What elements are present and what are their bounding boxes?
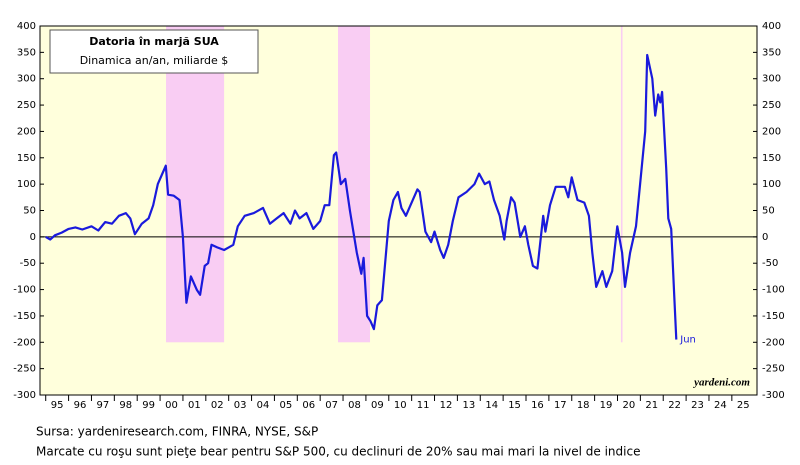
plot-frame (39, 25, 758, 396)
x-tick-label: 21 (645, 400, 658, 411)
y-tick-label: 300 (17, 74, 36, 85)
x-tick-label: 11 (417, 400, 430, 411)
y-tick-label: -150 (13, 311, 36, 322)
y-tick-label: 0 (30, 232, 36, 243)
y2-tick-label: 0 (762, 232, 768, 243)
y-tick-label: 100 (17, 179, 36, 190)
x-tick-label: 09 (371, 400, 384, 411)
y-tick-label: 400 (17, 21, 36, 32)
x-tick-label: 03 (234, 400, 247, 411)
x-tick-label: 22 (668, 400, 681, 411)
chart-title: Datoria în marjă SUA (89, 35, 219, 48)
y-tick-label: -250 (13, 364, 36, 375)
x-tick-label: 07 (325, 400, 338, 411)
x-tick-label: 24 (714, 400, 727, 411)
bear-note: Marcate cu roşu sunt pieţe bear pentru S… (36, 445, 640, 459)
watermark: yardeni.com (692, 377, 750, 389)
y2-tick-label: -50 (762, 258, 778, 269)
y2-tick-label: -150 (762, 311, 785, 322)
x-tick-label: 98 (119, 400, 132, 411)
y-tick-label: 200 (17, 126, 36, 137)
y2-tick-label: 50 (762, 206, 775, 217)
end-annotation: Jun (679, 335, 696, 346)
y-tick-label: 350 (17, 47, 36, 58)
y-tick-label: -200 (13, 337, 36, 348)
y2-tick-label: -100 (762, 285, 785, 296)
x-tick-label: 10 (394, 400, 407, 411)
x-tick-label: 15 (508, 400, 521, 411)
x-tick-label: 00 (165, 400, 178, 411)
x-tick-label: 17 (554, 400, 567, 411)
x-tick-label: 04 (257, 400, 270, 411)
x-tick-label: 06 (302, 400, 315, 411)
y2-tick-label: 400 (762, 21, 781, 32)
data-line (45, 53, 678, 340)
y2-tick-label: 350 (762, 47, 781, 58)
x-tick-label: 97 (97, 400, 110, 411)
x-tick-label: 20 (623, 400, 636, 411)
y-tick-label: 250 (17, 100, 36, 111)
x-tick-label: 13 (462, 400, 475, 411)
x-tick-label: 19 (600, 400, 613, 411)
x-tick-label: 18 (577, 400, 590, 411)
bear-market (620, 26, 623, 343)
title-box (49, 29, 259, 74)
x-tick-label: 96 (74, 400, 87, 411)
y2-tick-label: 250 (762, 100, 781, 111)
x-tick-label: 16 (531, 400, 544, 411)
x-tick-label: 95 (51, 400, 64, 411)
x-tick-label: 12 (440, 400, 453, 411)
chart-subtitle: Dinamica an/an, miliarde $ (80, 54, 229, 67)
source-note: Sursa: yardeniresearch.com, FINRA, NYSE,… (36, 425, 318, 439)
y-tick-label: -50 (20, 258, 36, 269)
y2-tick-label: -200 (762, 337, 785, 348)
y-tick-label: -100 (13, 285, 36, 296)
x-tick-label: 25 (737, 400, 750, 411)
x-tick-label: 14 (485, 400, 498, 411)
bear-market (166, 26, 225, 343)
y2-tick-label: -300 (762, 390, 785, 401)
x-tick-label: 05 (279, 400, 292, 411)
x-tick-label: 08 (348, 400, 361, 411)
x-tick-label: 99 (142, 400, 155, 411)
y-tick-label: 50 (23, 206, 36, 217)
y2-tick-label: 200 (762, 126, 781, 137)
y2-tick-label: 100 (762, 179, 781, 190)
y2-tick-label: 300 (762, 74, 781, 85)
y2-tick-label: -250 (762, 364, 785, 375)
y-tick-label: -300 (13, 390, 36, 401)
y2-tick-label: 150 (762, 153, 781, 164)
x-tick-label: 02 (211, 400, 224, 411)
y-tick-label: 150 (17, 153, 36, 164)
x-tick-label: 01 (188, 400, 201, 411)
x-tick-label: 23 (691, 400, 704, 411)
plot-area: -300-250-200-150-100-5005010015020025030… (13, 21, 784, 411)
plot-background (40, 26, 757, 395)
